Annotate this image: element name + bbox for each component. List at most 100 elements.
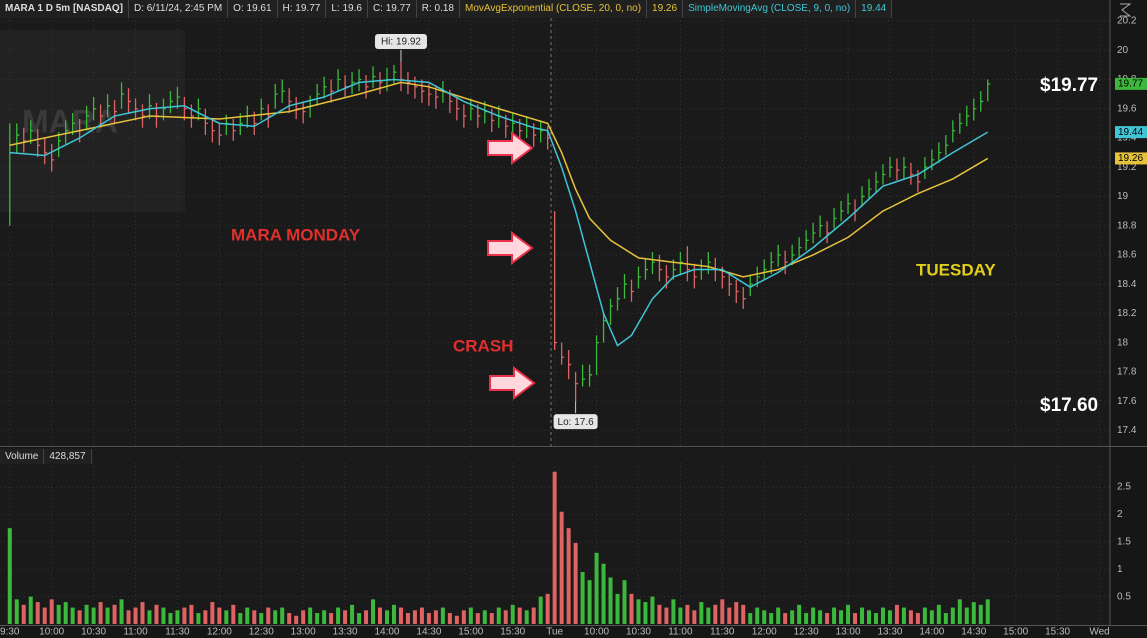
x-tick-label: 15:00 (458, 627, 483, 638)
price-bar (463, 104, 467, 128)
volume-bar (776, 607, 781, 624)
volume-bar (727, 607, 732, 624)
price-bar (330, 79, 334, 103)
price-bar (882, 164, 886, 185)
volume-bar (510, 604, 515, 624)
x-tick-label: 14:30 (961, 627, 986, 638)
volume-bar (266, 607, 271, 624)
hi-label: Hi: 19.92 (381, 37, 421, 48)
volume-bar (755, 607, 760, 624)
volume-label[interactable]: Volume (0, 449, 45, 464)
volume-bar (985, 599, 990, 624)
volume-bar (140, 602, 145, 624)
price-bar (903, 156, 907, 179)
price-bar (840, 200, 844, 222)
volume-bar (552, 471, 557, 624)
volume-bar (133, 607, 138, 624)
price-bar (141, 104, 146, 128)
y-tick-label: 17.8 (1117, 367, 1137, 378)
volume-bar (77, 610, 82, 624)
price-bar (952, 120, 956, 143)
volume-bar (336, 607, 341, 624)
volume-bar (224, 610, 229, 624)
price-bar (658, 254, 662, 282)
volume-bar (238, 613, 243, 624)
price-bar (833, 208, 837, 229)
price-bar (16, 123, 20, 153)
volume-bar (594, 552, 599, 624)
lo-label: Lo: 17.6 (558, 417, 595, 428)
volume-bar (797, 604, 802, 624)
price-bar (421, 79, 425, 103)
price-bar (183, 97, 187, 121)
volume-bar (70, 607, 75, 624)
volume-bar (950, 607, 955, 624)
volume-bar (126, 610, 131, 624)
volume-bar (720, 599, 725, 624)
volume-bar (629, 593, 634, 624)
x-tick-label: 11:30 (710, 627, 735, 638)
collapse-icon[interactable] (1120, 3, 1132, 17)
price-bar (540, 120, 544, 143)
study-name[interactable]: MovAvgExponential (CLOSE, 20, 0, no) (460, 0, 648, 18)
arrow (487, 131, 534, 165)
price-bar (120, 82, 125, 109)
y-tick-label: 18.6 (1117, 250, 1137, 261)
x-tick-label: 13:30 (877, 627, 902, 638)
price-bar (281, 79, 285, 103)
price-bar (763, 259, 767, 280)
volume-bar (196, 613, 201, 624)
volume-bar (357, 613, 362, 624)
price-bar (602, 313, 607, 343)
volume-bar (643, 602, 648, 624)
header-field: L: 19.6 (326, 0, 368, 18)
price-bar (274, 83, 278, 109)
volume-bar (880, 607, 885, 624)
price-bar (323, 76, 327, 99)
volume-bar (622, 580, 627, 624)
y-tick-label: 18.8 (1117, 220, 1137, 231)
volume-bar (636, 599, 641, 624)
volume-bar (657, 604, 662, 624)
study-value: 19.26 (647, 0, 684, 18)
price-badge (1115, 126, 1147, 139)
price-bar (805, 230, 809, 251)
volume-bar (769, 613, 774, 624)
volume-bar (245, 607, 250, 624)
symbol[interactable]: MARA 1 D 5m [NASDAQ] (0, 0, 129, 18)
volume-bar (280, 607, 285, 624)
volume-bar (35, 602, 40, 624)
volume-bar (259, 613, 264, 624)
volume-bar (161, 607, 166, 624)
y-tick-label: 20 (1117, 45, 1129, 56)
volume-bar (322, 610, 327, 624)
header-field: O: 19.61 (228, 0, 278, 18)
study-name[interactable]: SimpleMovingAvg (CLOSE, 9, 0, no) (683, 0, 857, 18)
volume-bar (287, 613, 292, 624)
volume-bar (608, 577, 613, 624)
volume-bar (566, 528, 571, 624)
price-bar (623, 273, 628, 299)
volume-bar (301, 610, 306, 624)
volume-bar (573, 542, 578, 624)
price-bar (85, 105, 90, 131)
volume-bar (901, 607, 906, 624)
volume-bar (273, 610, 278, 624)
volume-bar (475, 613, 480, 624)
volume-bar (964, 607, 969, 624)
volume-bar (98, 602, 103, 624)
price-bar (924, 156, 928, 179)
x-tick-label: 11:00 (668, 627, 693, 638)
price-bar (113, 99, 118, 124)
volume-bar (804, 613, 809, 624)
x-tick-label: 12:30 (794, 627, 819, 638)
volume-bar (706, 607, 711, 624)
volume-bar (818, 610, 823, 624)
x-tick-label: 15:00 (1003, 627, 1028, 638)
price-bar (938, 142, 942, 163)
volume-bar (329, 613, 334, 624)
x-tick-label: 13:30 (333, 627, 358, 638)
volume-bar (860, 607, 865, 624)
volume-bar (14, 599, 19, 624)
price-bar (393, 64, 397, 84)
